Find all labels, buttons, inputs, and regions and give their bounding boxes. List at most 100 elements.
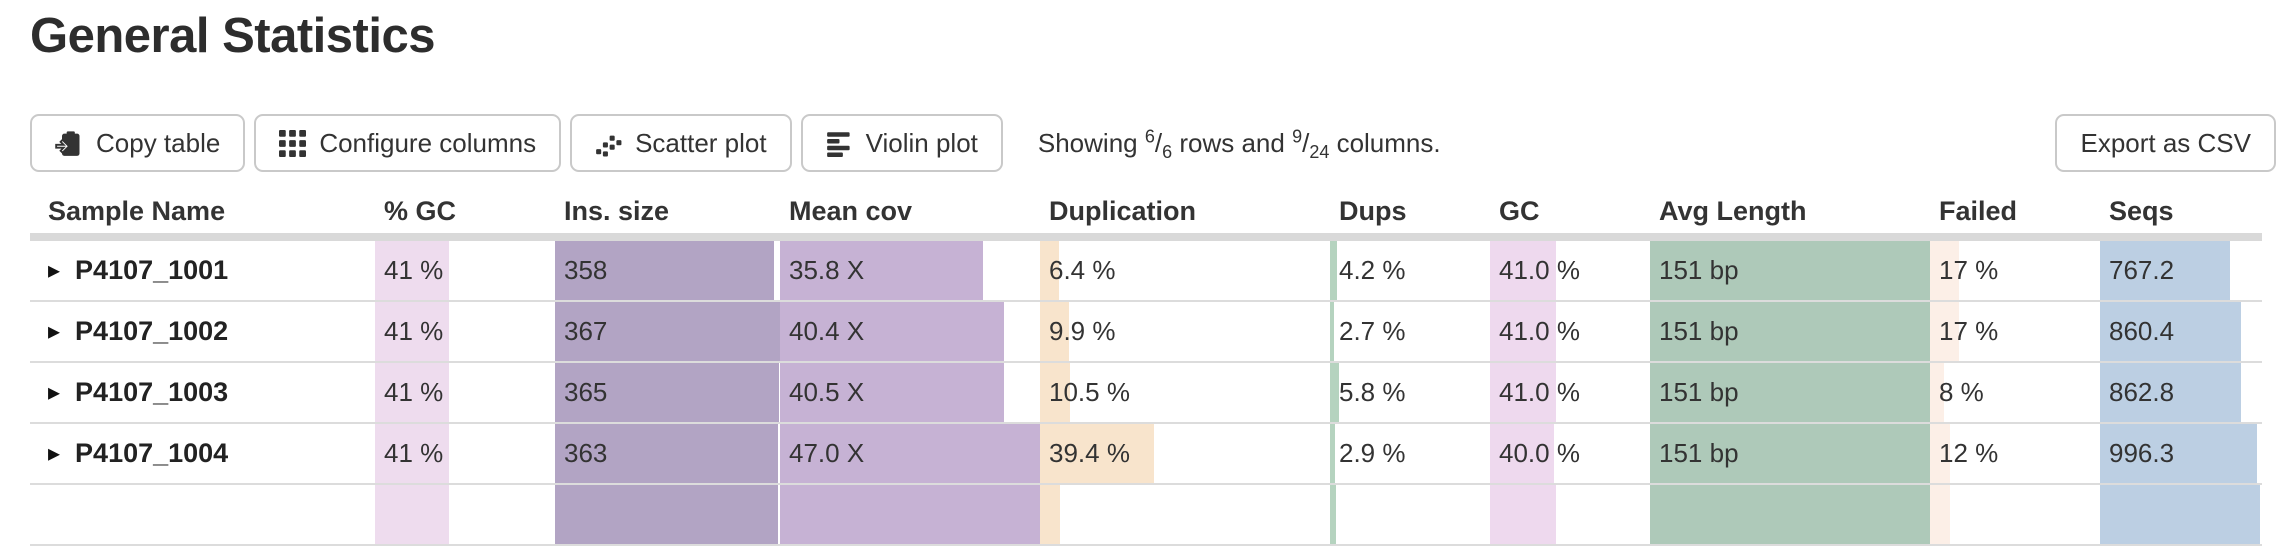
table-row-partial [30,485,2262,546]
cell-value: 47.0 X [789,438,865,468]
cell-mean-cov: 40.5 X [780,363,1040,422]
value-bar [1930,302,1959,361]
cell-failed: 17 % [1930,241,2100,300]
value-bar [780,363,1005,422]
copy-table-button[interactable]: Copy table [30,114,246,172]
sample-name-cell: ▸ P4107_1001 [30,241,375,300]
column-header-gc[interactable]: % GC [384,196,457,226]
cell-value: 41.0 % [1499,316,1580,346]
cell-gc: 41 % [375,241,555,300]
cell-gc: 41 % [375,424,555,483]
column-header-dups[interactable]: Dups [1339,196,1407,226]
value-bar [1330,363,1340,422]
cell-value: 767.2 [2109,255,2175,285]
cell-duplication [1040,485,1330,544]
violin-plot-button[interactable]: Violin plot [800,114,1003,172]
sample-name-cell: ▸ P4107_1003 [30,363,375,422]
cell-avg-length [1650,485,1930,544]
value-bar [555,363,779,422]
sample-name-cell: ▸ P4107_1002 [30,302,375,361]
column-header-mean-cov[interactable]: Mean cov [789,196,913,226]
cell-value: 8 % [1939,377,1984,407]
table-row: ▸ P4107_1002 41 % 367 40.4 X 9.9 % 2.7 % 41.0 %… [30,302,2262,363]
cell-value: 367 [564,316,608,346]
column-header-gc[interactable]: GC [1499,196,1540,226]
cell-mean-cov: 47.0 X [780,424,1040,483]
multiqc-general-stats-page: { "page": { "title": "General Statistics… [30,9,2276,546]
value-bar [555,241,775,300]
scatter-plot-icon [595,130,635,157]
cell-mean-cov: 35.8 X [780,241,1040,300]
cell-value: 151 bp [1659,377,1739,407]
cell-seqs: 862.8 [2100,363,2262,422]
cell-gc: 41 % [375,302,555,361]
cell-value: 365 [564,377,608,407]
value-bar [1650,302,1930,361]
value-bar [1490,363,1556,422]
cell-ins-size: 363 [555,424,780,483]
grid-icon [279,129,319,157]
cell-value: 41.0 % [1499,377,1580,407]
row-expand-caret-icon[interactable]: ▸ [48,439,61,467]
value-bar [555,302,780,361]
table-row: ▸ P4107_1001 41 % 358 35.8 X 6.4 % 4.2 % 41.0 %… [30,241,2262,302]
column-header-failed[interactable]: Failed [1939,196,2018,226]
cell-avg-length: 151 bp [1650,363,1930,422]
sample-name[interactable]: P4107_1004 [75,438,229,468]
value-bar [1040,424,1155,483]
column-header-sample-name[interactable]: Sample Name [48,196,226,226]
cell-dups: 2.7 % [1330,302,1490,361]
cell-failed: 17 % [1930,302,2100,361]
row-expand-caret-icon[interactable]: ▸ [48,256,61,284]
cell-gc [1490,485,1650,544]
sample-name[interactable]: P4107_1001 [75,255,229,285]
sample-name-cell [30,485,375,544]
export-csv-button[interactable]: Export as CSV [2055,114,2276,172]
cell-value: 40.0 % [1499,438,1580,468]
cell-avg-length: 151 bp [1650,241,1930,300]
cols-shown-count: 9 [1292,125,1303,146]
cell-dups: 4.2 % [1330,241,1490,300]
row-expand-caret-icon[interactable]: ▸ [48,317,61,345]
cell-value: 17 % [1939,255,1999,285]
general-statistics-table: Sample Name % GC Ins. size Mean cov Duplicat… [30,190,2262,546]
value-bar [1490,424,1554,483]
value-bar [1930,485,1951,544]
cell-seqs: 767.2 [2100,241,2262,300]
cell-avg-length: 151 bp [1650,302,1930,361]
cell-duplication: 9.9 % [1040,302,1330,361]
value-bar [555,424,778,483]
cell-value: 151 bp [1659,255,1739,285]
column-header-ins-size[interactable]: Ins. size [564,196,670,226]
cell-gc: 40.0 % [1490,424,1650,483]
value-bar [2100,485,2261,544]
page-title: General Statistics [30,9,435,63]
cell-seqs: 860.4 [2100,302,2262,361]
cell-value: 151 bp [1659,438,1739,468]
value-bar [780,241,983,300]
column-header-seqs[interactable]: Seqs [2109,196,2174,226]
column-header-avg-length[interactable]: Avg Length [1659,196,1807,226]
cell-dups [1330,485,1490,544]
rows-shown-count: 6 [1144,125,1155,146]
cell-value: 10.5 % [1049,377,1130,407]
sample-name[interactable]: P4107_1003 [75,377,229,407]
row-expand-caret-icon[interactable]: ▸ [48,378,61,406]
value-bar [1040,302,1069,361]
cols-total-count: 24 [1309,141,1330,162]
cell-value: 2.7 % [1339,316,1406,346]
value-bar [375,302,449,361]
cell-value: 151 bp [1659,316,1739,346]
cell-ins-size [555,485,780,544]
cell-failed: 12 % [1930,424,2100,483]
cell-value: 41 % [384,377,444,407]
configure-columns-button[interactable]: Configure columns [254,114,562,172]
sample-name[interactable]: P4107_1002 [75,316,229,346]
column-header-duplication[interactable]: Duplication [1049,196,1196,226]
sample-name-cell: ▸ P4107_1004 [30,424,375,483]
cell-duplication: 39.4 % [1040,424,1330,483]
cell-mean-cov [780,485,1040,544]
scatter-plot-button[interactable]: Scatter plot [570,114,792,172]
value-bar [1490,302,1556,361]
cell-seqs [2100,485,2262,544]
